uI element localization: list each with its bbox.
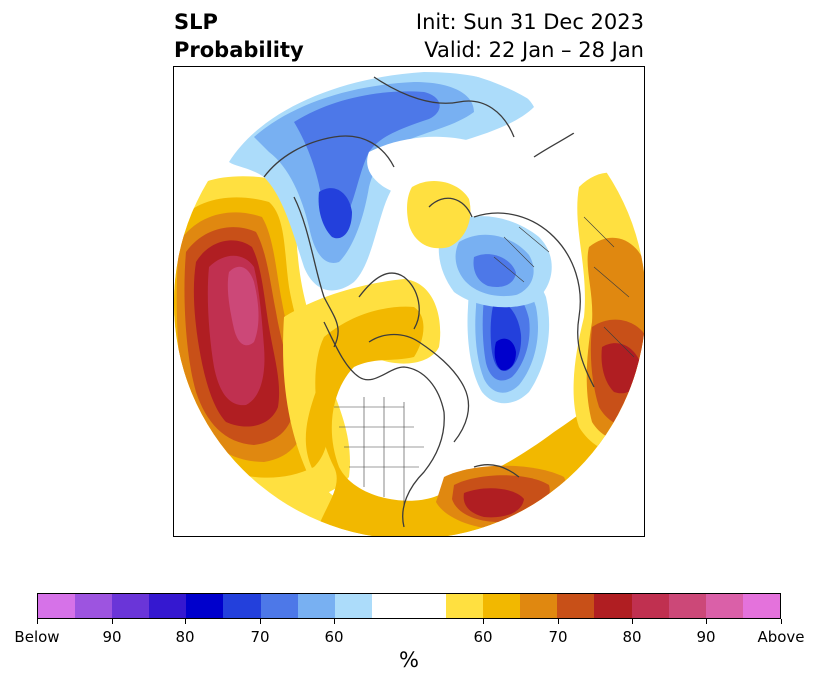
colorbar-segment xyxy=(483,594,521,618)
colorbar-tick-mark xyxy=(781,619,782,624)
colorbar-segment xyxy=(742,594,780,618)
colorbar-tick-label: 70 xyxy=(548,628,568,646)
colorbar-segment xyxy=(186,594,224,618)
title-variable: SLP xyxy=(174,10,218,34)
colorbar-tick-mark xyxy=(632,619,633,624)
colorbar-tick-mark xyxy=(334,619,335,624)
colorbar-tick-label: 80 xyxy=(175,628,195,646)
colorbar-tick-mark xyxy=(483,619,484,624)
colorbar-tick-label: 70 xyxy=(250,628,270,646)
colorbar-tick-mark xyxy=(112,619,113,624)
colorbar-segment xyxy=(446,594,484,618)
colorbar-segment xyxy=(557,594,595,618)
init-date: Init: Sun 31 Dec 2023 xyxy=(415,10,644,34)
colorbar-tick-label: 90 xyxy=(696,628,716,646)
colorbar-segment xyxy=(334,594,372,618)
colorbar-segment xyxy=(705,594,743,618)
colorbar-tick-mark xyxy=(260,619,261,624)
anomaly-russia-below xyxy=(438,216,552,308)
colorbar-segment xyxy=(75,594,113,618)
colorbar-tick-label: 60 xyxy=(324,628,344,646)
anomaly-north-atlantic-low xyxy=(452,241,565,420)
anomaly-arctic-above xyxy=(407,180,471,249)
colorbar-unit-label: % xyxy=(399,648,419,672)
title-left: SLP Probability xyxy=(174,8,304,64)
map-panel xyxy=(173,66,645,537)
colorbar-tick-label: 80 xyxy=(622,628,642,646)
colorbar-segment xyxy=(520,594,558,618)
colorbar-tick-label: 60 xyxy=(473,628,493,646)
valid-range: Valid: 22 Jan – 28 Jan xyxy=(424,38,644,62)
colorbar-segment xyxy=(149,594,187,618)
colorbar-segment xyxy=(223,594,261,618)
colorbar-segment xyxy=(112,594,150,618)
probability-map xyxy=(174,67,644,536)
colorbar-tick-mark xyxy=(706,619,707,624)
colorbar-tick-label: Below xyxy=(14,628,60,646)
colorbar-tick-mark xyxy=(37,619,38,624)
colorbar-tick-label: Above xyxy=(757,628,805,646)
anomaly-eurasia-below xyxy=(229,72,534,291)
colorbar-segment xyxy=(668,594,706,618)
title-right: Init: Sun 31 Dec 2023 Valid: 22 Jan – 28… xyxy=(416,8,644,64)
colorbar-tick-mark xyxy=(185,619,186,624)
colorbar-segment xyxy=(38,594,76,618)
colorbar-segment xyxy=(594,594,632,618)
colorbar-segment xyxy=(297,594,335,618)
colorbar-tick-label: 90 xyxy=(102,628,122,646)
colorbar-segment xyxy=(631,594,669,618)
colorbar xyxy=(37,593,781,619)
colorbar-segment xyxy=(371,594,447,618)
colorbar-tick-mark xyxy=(558,619,559,624)
colorbar-segment xyxy=(260,594,298,618)
title-product: Probability xyxy=(174,38,304,62)
borders xyxy=(334,216,635,507)
